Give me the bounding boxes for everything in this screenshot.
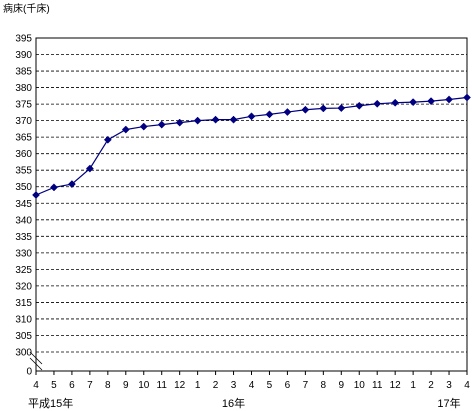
x-tick-label: 8: [321, 380, 327, 391]
x-tick-label: 6: [69, 380, 75, 391]
y-tick-label: 395: [15, 34, 32, 45]
data-point: [427, 97, 436, 106]
data-point: [103, 135, 112, 144]
x-tick-label: 4: [249, 380, 255, 391]
series-line: [35, 96, 468, 196]
data-point: [211, 115, 220, 124]
x-tick-label: 11: [157, 380, 168, 391]
data-point: [121, 125, 130, 134]
x-tick-label: 4: [33, 380, 39, 391]
y-tick-label: 390: [15, 50, 32, 61]
x-tick-label: 12: [390, 380, 402, 391]
y-tick-label: 320: [15, 281, 32, 292]
y-tick-label: 330: [15, 248, 32, 259]
x-tick-label: 6: [285, 380, 291, 391]
x-tick-label: 9: [123, 380, 129, 391]
y-tick-label: 350: [15, 182, 32, 193]
y-tick-label: 355: [15, 166, 32, 177]
data-point: [67, 180, 76, 189]
y-tick-label: 365: [15, 133, 32, 144]
x-tick-label: 8: [105, 380, 111, 391]
x-tick-label: 1: [195, 380, 201, 391]
x-tick-label: 10: [354, 380, 366, 391]
data-point: [301, 105, 310, 114]
data-point: [265, 110, 274, 119]
x-tick-label: 5: [267, 380, 273, 391]
period-label: 16年: [222, 396, 245, 410]
data-point: [409, 98, 418, 107]
x-tick-label: 7: [87, 380, 93, 391]
x-tick-label: 5: [51, 380, 57, 391]
data-point: [463, 93, 471, 102]
y-tick-label: 325: [15, 265, 32, 276]
y-tick-label: 345: [15, 199, 32, 210]
y-tick-label: 340: [15, 215, 32, 226]
x-tick-label: 9: [339, 380, 345, 391]
y-axis-label: 病床(千床): [3, 2, 50, 15]
data-point: [373, 99, 382, 108]
x-tick-label: 11: [372, 380, 383, 391]
grid-lines: [36, 54, 467, 353]
y-tick-label: 335: [15, 232, 32, 243]
x-tick-label: 3: [446, 380, 452, 391]
data-point: [445, 95, 453, 104]
data-point: [32, 191, 40, 199]
x-tick-label: 2: [428, 380, 434, 391]
x-tick-label: 3: [231, 380, 237, 391]
x-tick-label: 2: [213, 380, 219, 391]
x-tick-label: 4: [464, 380, 470, 391]
period-label: 17年: [437, 396, 460, 410]
axis-break-mark: [29, 357, 43, 371]
data-point: [355, 101, 364, 110]
x-tick-label: 7: [303, 380, 309, 391]
data-point: [139, 122, 148, 131]
data-point: [319, 104, 328, 113]
y-tick-label: 315: [15, 298, 32, 309]
data-point: [193, 116, 202, 125]
y-tick-label: 385: [15, 67, 32, 78]
data-point: [337, 104, 346, 113]
y-tick-label: 370: [15, 116, 32, 127]
y-tick-label: 380: [15, 83, 32, 94]
data-point: [50, 183, 58, 192]
y-tick-label: 0: [26, 367, 32, 378]
y-tick-label: 360: [15, 149, 32, 160]
series: [32, 93, 471, 199]
x-tick-label: 1: [410, 380, 416, 391]
y-tick-labels: 395 390 385 380 375 370 365 360 355 350 345 340 335 3…: [15, 34, 32, 378]
x-tick-label: 12: [174, 380, 186, 391]
data-point: [175, 118, 184, 127]
data-point: [247, 112, 256, 121]
y-tick-label: 375: [15, 100, 32, 111]
axis-break-mark: [29, 351, 43, 365]
axes: [29, 37, 468, 375]
data-point: [229, 115, 238, 124]
y-tick-label: 300: [15, 348, 32, 359]
x-tick-labels: 4 5 6 7 8 9 10 11 12 1 2 3 4 5 6 7 8 9 10 11 12 1 2 3 4: [33, 380, 470, 391]
y-tick-label: 310: [15, 314, 32, 325]
data-point: [283, 108, 292, 116]
period-label: 平成15年: [28, 396, 73, 410]
data-point: [157, 120, 166, 129]
data-point: [85, 164, 94, 173]
y-tick-label: 305: [15, 331, 32, 342]
data-point: [391, 98, 400, 107]
x-tick-label: 10: [138, 380, 150, 391]
period-labels: 平成15年 16年 17年: [28, 396, 461, 410]
